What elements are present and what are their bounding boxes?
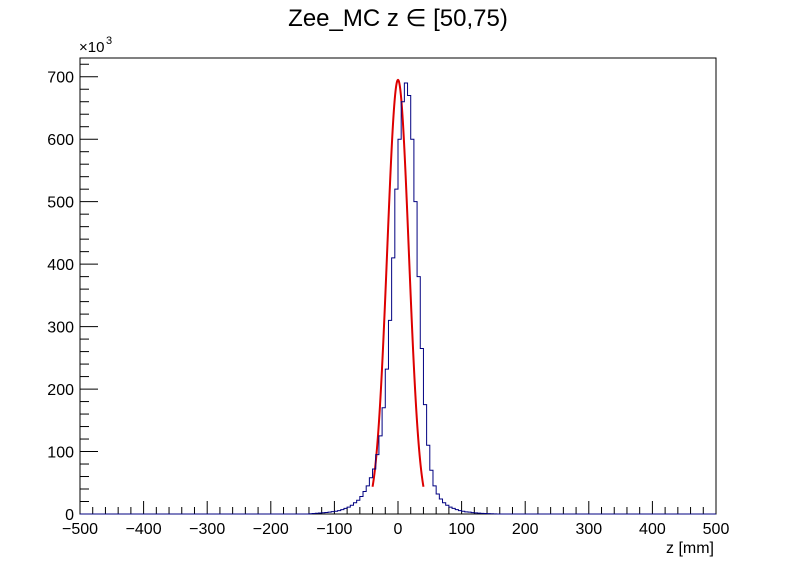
y-tick-label: 500 bbox=[47, 195, 74, 212]
plot-frame bbox=[79, 57, 717, 515]
y-tick-label: 200 bbox=[47, 382, 74, 399]
x-tick-label: 100 bbox=[448, 521, 475, 538]
y-tick-label: 700 bbox=[47, 70, 74, 87]
x-axis-label: z [mm] bbox=[666, 540, 714, 557]
x-tick-label: −500 bbox=[62, 521, 98, 538]
y-multiplier-exponent: 3 bbox=[106, 35, 112, 47]
x-tick-label: 200 bbox=[512, 521, 539, 538]
x-tick-label: −400 bbox=[126, 521, 162, 538]
y-tick-label: 400 bbox=[47, 257, 74, 274]
x-tick-label: −200 bbox=[253, 521, 289, 538]
y-tick-label: 0 bbox=[65, 507, 74, 524]
plot-series bbox=[80, 78, 716, 515]
y-tick-label: 300 bbox=[47, 320, 74, 337]
x-tick-label: −100 bbox=[316, 521, 352, 538]
x-tick-label: 0 bbox=[394, 521, 403, 538]
x-tick-label: −300 bbox=[189, 521, 225, 538]
chart-title: Zee_MC z ∈ [50,75) bbox=[288, 5, 508, 32]
x-tick-label: 500 bbox=[703, 521, 730, 538]
y-tick-label: 600 bbox=[47, 132, 74, 149]
x-tick-label: 400 bbox=[639, 521, 666, 538]
fit-curve bbox=[371, 78, 425, 487]
y-multiplier-label: ×10 bbox=[79, 39, 104, 56]
x-axis: −500 −400 −300 −200 −100 0 100 200 300 400 500 bbox=[62, 501, 729, 538]
histogram-series bbox=[80, 82, 716, 515]
y-tick-label: 100 bbox=[47, 445, 74, 462]
y-axis: 0 100 200 300 400 500 600 700 bbox=[47, 63, 98, 524]
x-tick-label: 300 bbox=[575, 521, 602, 538]
